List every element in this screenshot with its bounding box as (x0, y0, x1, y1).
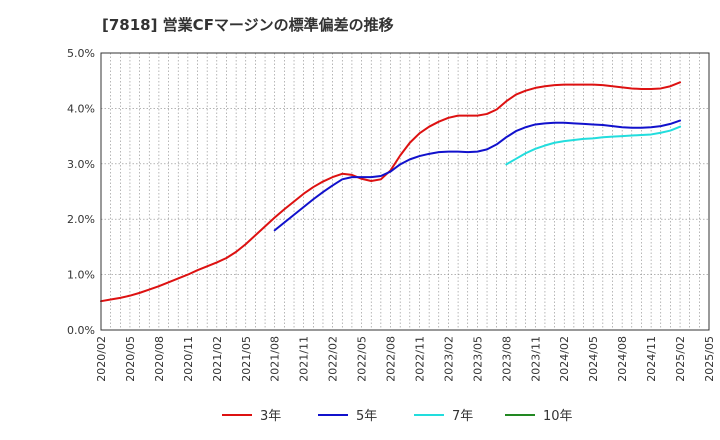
y-tick-label: 0.0% (67, 324, 95, 337)
x-tick-label: 2023/02 (442, 336, 455, 382)
x-axis-ticks: 2020/02 2020/05 2020/08 2020/11 2021/02 2021/… (95, 336, 716, 382)
legend-label: 10年 (543, 409, 573, 424)
x-tick-label: 2022/11 (413, 336, 426, 382)
x-tick-label: 2021/11 (298, 336, 311, 382)
x-tick-label: 2021/05 (240, 336, 253, 382)
grid (101, 53, 709, 330)
x-tick-label: 2025/05 (703, 336, 716, 382)
y-axis-ticks: 0.0% 1.0% 2.0% 3.0% 4.0% 5.0% (67, 47, 95, 337)
x-tick-label: 2023/11 (529, 336, 542, 382)
x-tick-label: 2020/05 (124, 336, 137, 382)
x-tick-label: 2024/11 (645, 336, 658, 382)
x-tick-label: 2023/08 (500, 336, 513, 382)
x-tick-label: 2021/08 (269, 336, 282, 382)
y-tick-label: 3.0% (67, 158, 95, 171)
series-line (273, 119, 682, 232)
legend-item: 10年 (505, 409, 573, 424)
legend-item: 5年 (318, 409, 377, 424)
legend-label: 3年 (260, 409, 281, 424)
x-tick-label: 2024/02 (558, 336, 571, 382)
y-tick-label: 2.0% (67, 213, 95, 226)
chart-title: [7818] 営業CFマージンの標準偏差の推移 (102, 16, 394, 34)
x-tick-label: 2022/08 (385, 336, 398, 382)
legend-item: 3年 (222, 409, 281, 424)
series-line (100, 81, 682, 303)
legend-item: 7年 (414, 409, 473, 424)
x-tick-label: 2024/05 (587, 336, 600, 382)
x-tick-label: 2021/02 (211, 336, 224, 382)
legend: 3年 5年 7年 10年 (222, 409, 573, 424)
x-tick-label: 2022/02 (327, 336, 340, 382)
x-tick-label: 2020/11 (182, 336, 195, 382)
x-tick-label: 2022/05 (356, 336, 369, 382)
x-tick-label: 2023/05 (471, 336, 484, 382)
y-tick-label: 1.0% (67, 269, 95, 282)
series-line (505, 125, 682, 166)
y-tick-label: 4.0% (67, 102, 95, 115)
x-tick-label: 2024/08 (616, 336, 629, 382)
x-tick-label: 2025/02 (674, 336, 687, 382)
x-tick-label: 2020/08 (153, 336, 166, 382)
plot-frame (100, 52, 710, 331)
series-layer (100, 81, 682, 303)
legend-label: 7年 (452, 409, 473, 424)
y-tick-label: 5.0% (67, 47, 95, 60)
legend-label: 5年 (356, 409, 377, 424)
x-tick-label: 2020/02 (95, 336, 108, 382)
